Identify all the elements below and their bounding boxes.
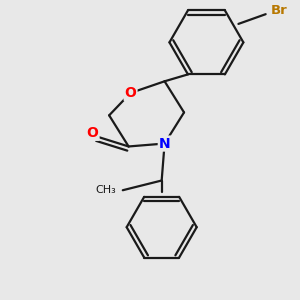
Text: N: N [159, 136, 170, 151]
Text: O: O [124, 86, 136, 100]
Text: CH₃: CH₃ [95, 185, 116, 195]
Text: O: O [87, 126, 99, 140]
Text: Br: Br [271, 4, 288, 17]
